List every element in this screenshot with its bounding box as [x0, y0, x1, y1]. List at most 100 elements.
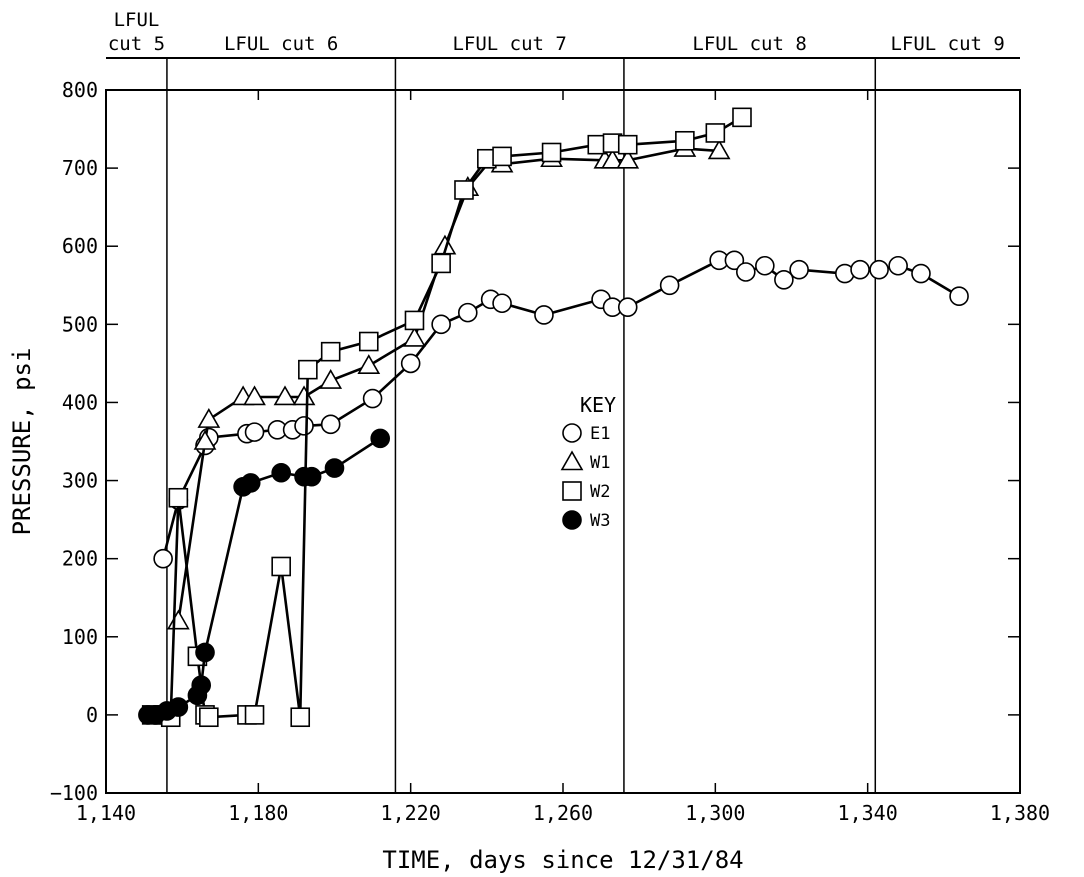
y-tick-label: 600: [62, 234, 98, 258]
series-line-w1: [177, 147, 720, 622]
x-tick-label: 1,260: [533, 801, 593, 825]
data-point-e1: [911, 263, 931, 284]
data-point-e1: [320, 414, 341, 435]
legend-marker-w1: [560, 450, 584, 471]
series-w2: [141, 107, 752, 728]
legend-label-w1: W1: [590, 453, 610, 473]
data-point-w2: [541, 142, 562, 163]
data-point-w2: [675, 130, 695, 151]
data-point-w2: [732, 107, 752, 128]
data-point-e1: [400, 353, 421, 374]
legend-label-w2: W2: [590, 482, 610, 502]
legend-marker-e1: [562, 423, 582, 443]
y-tick-label: 500: [62, 312, 98, 336]
data-point-w1: [403, 326, 426, 347]
data-point-w3: [301, 466, 322, 487]
cut-label-line: LFUL: [114, 9, 160, 31]
cut-label: LFUL cut 6: [224, 33, 338, 55]
data-point-w1: [243, 385, 266, 406]
data-point-e1: [244, 422, 265, 442]
data-point-w1: [357, 354, 381, 375]
data-point-e1: [362, 388, 383, 409]
y-axis-title: PRESSURE, psi: [8, 348, 36, 536]
data-point-w2: [454, 180, 474, 200]
data-point-w2: [431, 253, 451, 274]
legend-label-w3: W3: [590, 511, 610, 531]
cut-labels-group: LFUL cut 5 LFUL cut 6 LFUL cut 7 LFUL cut 8 L…: [108, 9, 1005, 55]
x-tick-label: 1,380: [990, 801, 1050, 825]
series-line-w3: [147, 437, 381, 717]
data-point-w1: [601, 148, 624, 169]
data-point-e1: [755, 255, 775, 276]
y-tick-label: 200: [62, 547, 98, 571]
series-e1: [153, 250, 969, 569]
data-point-w2: [168, 487, 189, 508]
cut-label-line: LFUL cut 6: [224, 33, 338, 55]
data-point-e1: [789, 259, 809, 280]
legend-title: KEY: [580, 393, 616, 417]
legend-marker-w2: [562, 481, 582, 501]
data-point-w2: [290, 707, 311, 728]
cut-label-line: LFUL cut 7: [452, 33, 566, 55]
data-point-e1: [774, 270, 794, 290]
series-line-w2: [151, 116, 743, 719]
data-point-w2: [320, 341, 341, 362]
series-line-e1: [161, 258, 960, 560]
data-point-e1: [294, 416, 314, 436]
data-point-w1: [707, 139, 731, 160]
axis-ticks: [105, 89, 1021, 794]
data-point-w2: [199, 707, 219, 728]
x-tick-label: 1,180: [228, 801, 288, 825]
data-point-e1: [492, 293, 512, 314]
data-point-e1: [850, 259, 870, 280]
data-point-e1: [735, 262, 756, 282]
legend-marker-w3: [562, 510, 582, 530]
x-tick-label: 1,220: [381, 801, 441, 825]
x-axis-title: TIME, days since 12/31/84: [382, 846, 743, 874]
data-point-e1: [153, 548, 173, 569]
data-point-e1: [617, 297, 638, 317]
y-tick-label: 700: [62, 156, 98, 180]
data-series: [138, 107, 969, 728]
y-tick-label: −100: [50, 781, 98, 805]
legend-label-e1: E1: [590, 424, 610, 444]
x-tick-labels: 1,140 1,180 1,220 1,260 1,300 1,340 1,380: [76, 801, 1050, 825]
data-point-w2: [271, 556, 291, 577]
data-point-e1: [457, 302, 478, 323]
cut-label: LFUL cut 5: [108, 9, 165, 55]
y-tick-label: 100: [62, 625, 98, 649]
data-point-w3: [324, 458, 345, 478]
data-point-e1: [431, 314, 451, 335]
data-point-w1: [273, 385, 297, 406]
data-point-w1: [197, 408, 221, 428]
data-point-w1: [616, 148, 640, 169]
data-point-w3: [271, 462, 291, 483]
data-point-w3: [240, 473, 261, 493]
y-tick-label: 0: [86, 703, 98, 727]
cut-label-line: LFUL cut 9: [890, 33, 1004, 55]
data-point-w2: [244, 705, 265, 725]
y-tick-label: 300: [62, 469, 98, 493]
x-tick-label: 1,140: [76, 801, 136, 825]
cut-label: LFUL cut 8: [692, 33, 806, 55]
x-tick-label: 1,300: [685, 801, 745, 825]
y-tick-label: 400: [62, 390, 98, 414]
data-point-w1: [166, 609, 190, 630]
y-tick-label: 800: [62, 78, 98, 102]
data-point-e1: [659, 275, 680, 296]
legend: KEY E1 W1 W2 W3: [560, 393, 616, 531]
cut-label: LFUL cut 9: [890, 33, 1004, 55]
data-point-w2: [358, 331, 379, 352]
data-point-w3: [191, 675, 212, 696]
data-point-w2: [404, 310, 425, 331]
y-tick-labels: −100 0 100 200 300 400 500 600 700 800: [50, 78, 98, 805]
data-point-w1: [193, 429, 217, 450]
x-tick-label: 1,340: [838, 801, 898, 825]
data-point-e1: [724, 250, 745, 271]
series-w3: [138, 428, 391, 725]
data-point-w3: [370, 428, 391, 449]
data-point-e1: [949, 286, 969, 307]
cut-label-line: cut 5: [108, 33, 165, 55]
cut-label: LFUL cut 7: [452, 33, 566, 55]
